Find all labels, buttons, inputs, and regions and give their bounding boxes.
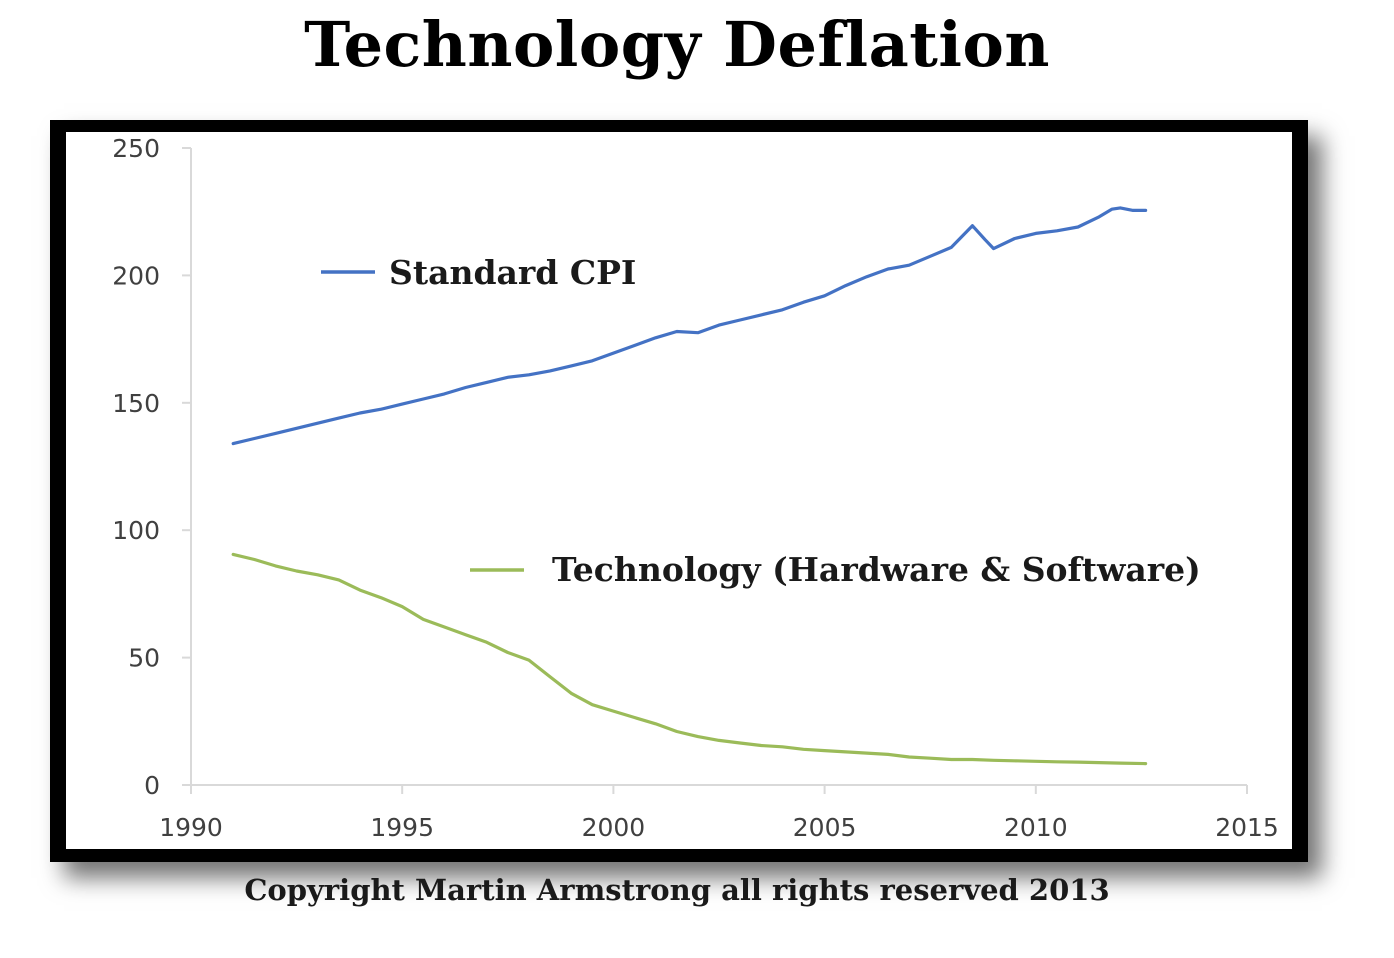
technology-series-line xyxy=(231,552,1148,766)
cpi-series-line xyxy=(231,206,1148,446)
y-tick-label: 200 xyxy=(112,261,160,290)
axes: 0 50 100 150 200 250 1990 1995 2000 2005 2010 2015 xyxy=(112,134,1279,842)
y-tick-label: 0 xyxy=(144,771,160,800)
x-tick-label: 1990 xyxy=(159,813,223,842)
y-tick-label: 100 xyxy=(112,516,160,545)
series-lines xyxy=(231,206,1148,766)
copyright-notice: Copyright Martin Armstrong all rights re… xyxy=(244,873,1110,907)
y-tick-label: 250 xyxy=(112,134,160,163)
chart-title: Technology Deflation xyxy=(304,8,1050,81)
x-tick-label: 2015 xyxy=(1215,813,1279,842)
legend: Standard CPI Technology (Hardware & Softw… xyxy=(321,253,1201,589)
y-tick-label: 50 xyxy=(128,644,160,673)
x-tick-label: 2005 xyxy=(793,813,857,842)
x-tick-label: 2010 xyxy=(1004,813,1068,842)
y-tick-label: 150 xyxy=(112,389,160,418)
legend-label: Standard CPI xyxy=(389,253,636,292)
x-tick-label: 2000 xyxy=(582,813,646,842)
x-tick-label: 1995 xyxy=(370,813,434,842)
legend-label: Technology (Hardware & Software) xyxy=(552,550,1201,589)
plot-area xyxy=(66,132,1292,849)
